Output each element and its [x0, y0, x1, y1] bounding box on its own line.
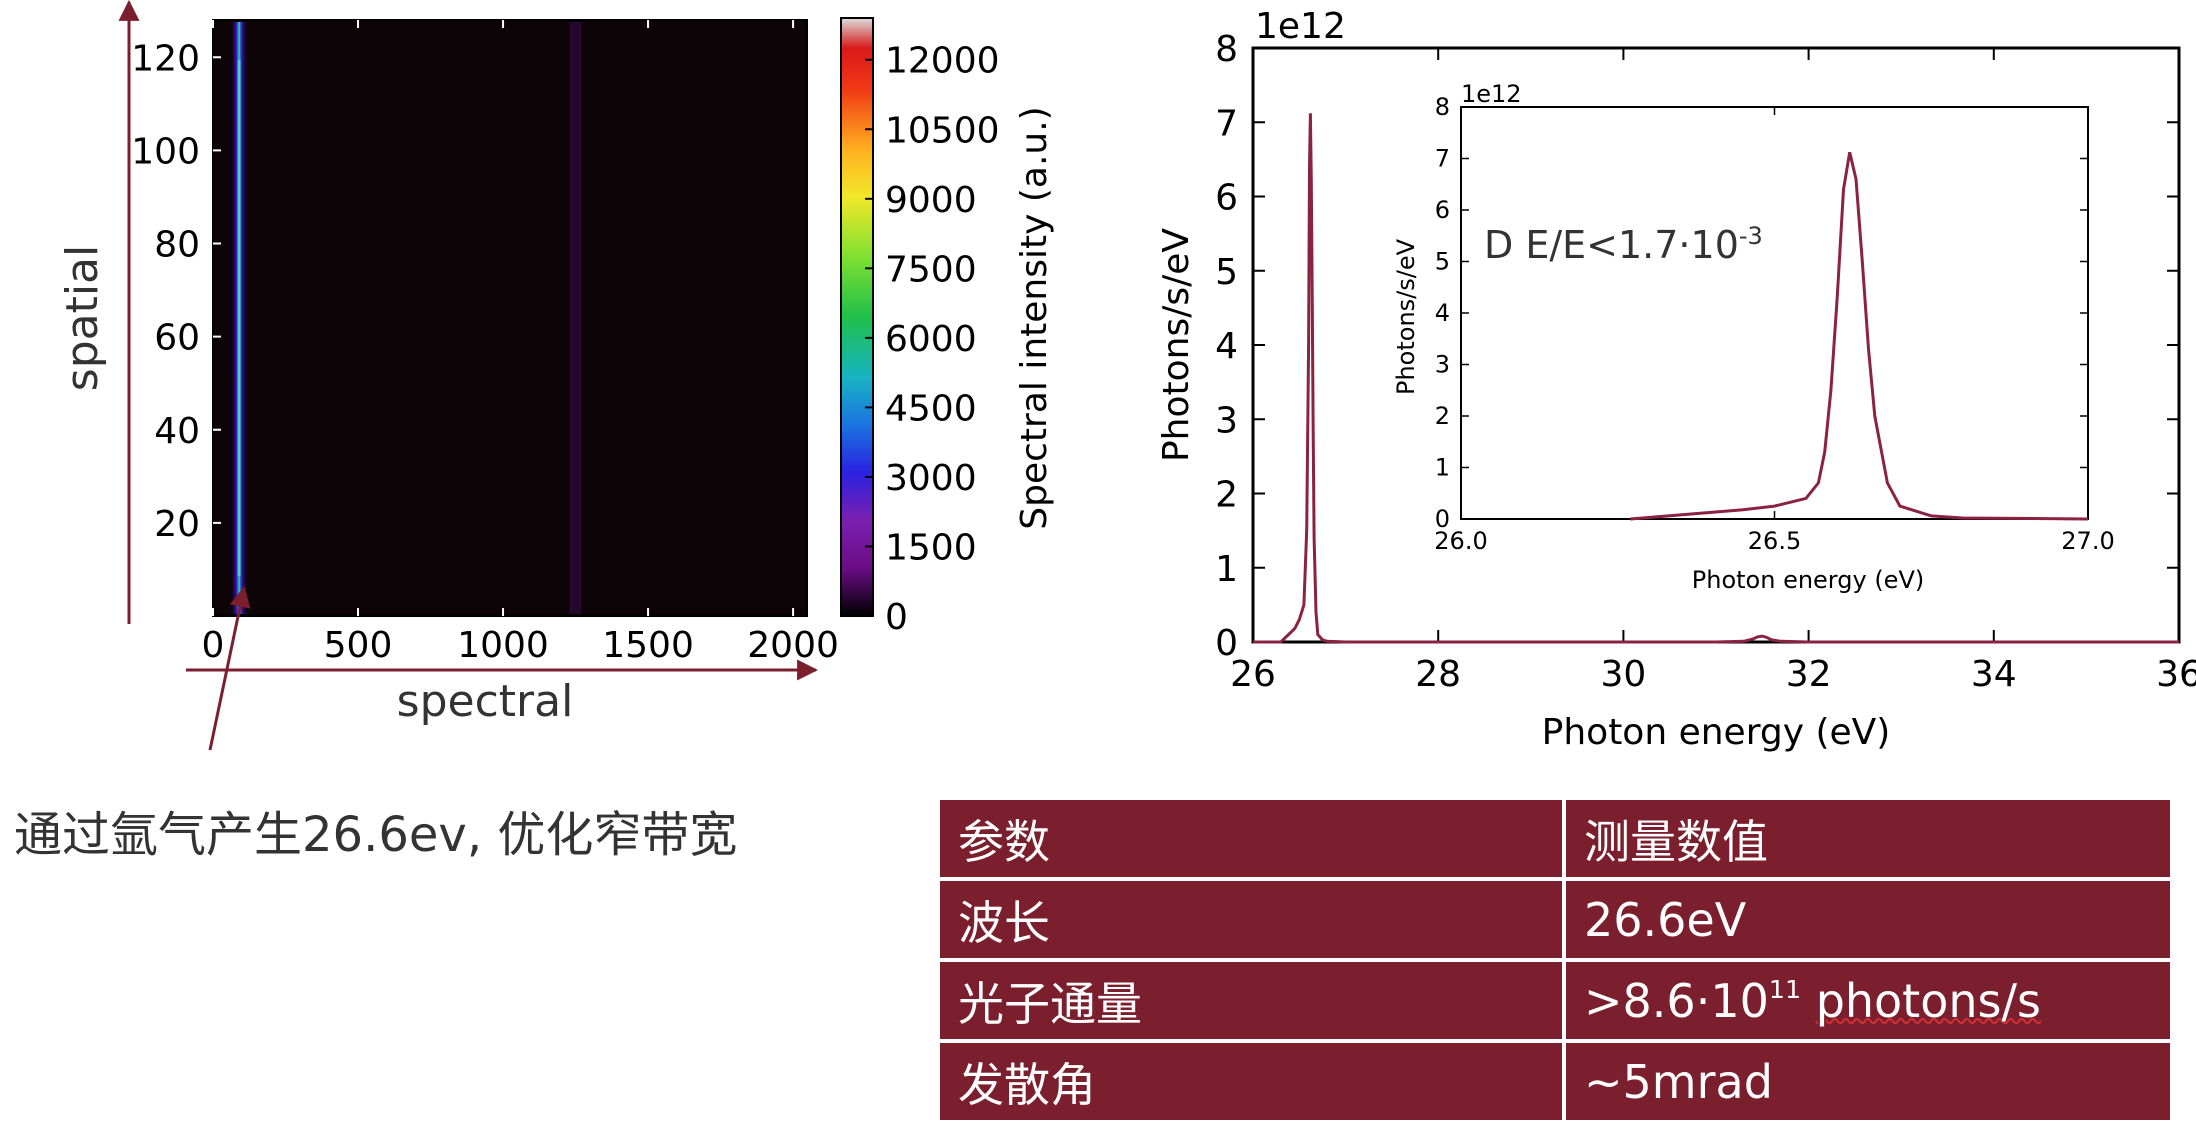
inset-plot-area	[1460, 106, 2089, 520]
inset-y-tick-label: 4	[1435, 299, 1450, 327]
inset-series-line	[1630, 151, 2089, 521]
x-tick-label: 0	[202, 625, 225, 666]
line-y-label: Photons/s/eV	[1156, 228, 1197, 462]
x-tick-label: 1500	[602, 625, 694, 666]
annotation-text: D E/E<1.7·10	[1484, 223, 1739, 267]
inset-x-ticks: 26.0 26.5 27.0	[1434, 107, 2115, 555]
emission-line	[569, 22, 582, 614]
x-tick-label: 28	[1415, 654, 1461, 695]
heatmap-x-label: spectral	[397, 676, 574, 727]
inset-y-tick-label: 2	[1435, 402, 1450, 430]
table-row: 波长 26.6eV	[936, 877, 2174, 962]
heatmap-emission-lines	[231, 22, 582, 614]
y-tick-label: 120	[131, 38, 200, 79]
colorbar-tick-label: 7500	[885, 249, 977, 290]
inset-y-tick-label: 5	[1435, 248, 1450, 276]
row-value: ~5mrad	[1562, 1039, 2174, 1124]
colorbar-tick-label: 10500	[885, 110, 1000, 151]
row-param: 波长	[936, 877, 1566, 962]
row-value-exponent: 11	[1768, 974, 1802, 1004]
x-tick-label: 36	[2156, 654, 2196, 695]
y-tick-label: 8	[1215, 29, 1238, 70]
colorbar	[840, 17, 874, 617]
row-value: 26.6eV	[1562, 877, 2174, 962]
y-tick-label: 4	[1215, 326, 1238, 367]
inset-scale-label: 1e12	[1461, 80, 1522, 108]
caption: 通过氩气产生26.6ev, 优化窄带宽	[14, 807, 738, 863]
line-y-ticks: 0 1 2 3 4 5 6 7 8	[1215, 29, 2179, 664]
x-tick-label: 26	[1230, 654, 1276, 695]
parameter-table: 参数 测量数值 波长 26.6eV 光子通量 >8.6·1011 photons…	[936, 796, 2174, 1124]
row-value: >8.6·1011 photons/s	[1562, 958, 2174, 1043]
y-tick-label: 60	[154, 318, 200, 359]
inset-y-tick-label: 0	[1435, 505, 1450, 533]
x-tick-label: 1000	[457, 625, 549, 666]
inset-y-label: Photons/s/eV	[1392, 238, 1420, 395]
colorbar-tick-label: 12000	[885, 41, 1000, 82]
inset-x-tick-label: 26.5	[1748, 527, 1801, 555]
header-param: 参数	[936, 796, 1566, 881]
x-tick-label: 2000	[747, 625, 839, 666]
heatmap-chart: 0 500 1000 1500 2000 20 40 60 80 100 120 spectral…	[57, 0, 1055, 751]
colorbar-label: Spectral intensity (a.u.)	[1014, 106, 1055, 529]
inset-y-tick-label: 7	[1435, 145, 1450, 173]
inset-y-ticks: 0 1 2 3 4 5 6 7 8	[1435, 93, 2088, 533]
y-tick-label: 40	[154, 411, 200, 452]
x-tick-label: 500	[324, 625, 393, 666]
y-tick-label: 2	[1215, 475, 1238, 516]
colorbar-tick-label: 9000	[885, 180, 977, 221]
y-tick-label: 1	[1215, 549, 1238, 590]
line-x-ticks: 26 28 30 32 34 36	[1230, 48, 2196, 695]
header-value: 测量数值	[1562, 796, 2174, 881]
heatmap-y-label: spatial	[57, 245, 108, 391]
y-tick-label: 5	[1215, 252, 1238, 293]
line-x-label: Photon energy (eV)	[1542, 712, 1891, 753]
colorbar-tick-label: 6000	[885, 319, 977, 360]
y-tick-label: 3	[1215, 400, 1238, 441]
inset-y-tick-label: 8	[1435, 93, 1450, 121]
emission-line-core	[237, 60, 241, 576]
colorbar-ticks: 0 1500 3000 4500 6000 7500 9000 10500 12000	[865, 41, 1000, 638]
line-scale-label: 1e12	[1255, 6, 1346, 47]
inset-x-label: Photon energy (eV)	[1692, 566, 1924, 594]
inset-y-tick-label: 3	[1435, 351, 1450, 379]
y-tick-label: 7	[1215, 103, 1238, 144]
row-param: 发散角	[936, 1039, 1566, 1124]
annotation-exponent: -3	[1739, 222, 1763, 250]
row-value-base: >8.6·10	[1584, 973, 1769, 1028]
inset-y-tick-label: 6	[1435, 196, 1450, 224]
colorbar-tick-label: 1500	[885, 527, 977, 568]
y-tick-label: 20	[154, 504, 200, 545]
pointer-arrow	[208, 585, 251, 751]
table-header-row: 参数 测量数值	[936, 796, 2174, 881]
row-value-unit: photons/s	[1815, 973, 2041, 1028]
table-row: 发散角 ~5mrad	[936, 1039, 2174, 1124]
y-tick-label: 100	[131, 131, 200, 172]
colorbar-tick-label: 0	[885, 597, 908, 638]
y-tick-label: 6	[1215, 178, 1238, 219]
heatmap-y-ticks: 20 40 60 80 100 120	[131, 38, 221, 545]
x-tick-label: 34	[1971, 654, 2017, 695]
inset-x-tick-label: 26.0	[1434, 527, 1487, 555]
inset-chart: 26.0 26.5 27.0 0 1 2 3 4 5 6 7 8 1e12 Photon energ…	[1392, 80, 2115, 594]
inset-y-tick-label: 1	[1435, 454, 1450, 482]
heatmap-x-ticks: 0 500 1000 1500 2000	[202, 20, 839, 666]
colorbar-tick-label: 3000	[885, 458, 977, 499]
x-tick-label: 32	[1786, 654, 1832, 695]
colorbar-tick-label: 4500	[885, 388, 977, 429]
row-param: 光子通量	[936, 958, 1566, 1043]
inset-x-tick-label: 27.0	[2061, 527, 2114, 555]
inset-annotation: D E/E<1.7·10-3	[1484, 222, 1763, 267]
y-tick-label: 0	[1215, 623, 1238, 664]
y-tick-label: 80	[154, 225, 200, 266]
series-line	[1253, 113, 2179, 644]
x-tick-label: 30	[1600, 654, 1646, 695]
heatmap-plot-area	[212, 19, 808, 617]
table-row: 光子通量 >8.6·1011 photons/s	[936, 958, 2174, 1043]
